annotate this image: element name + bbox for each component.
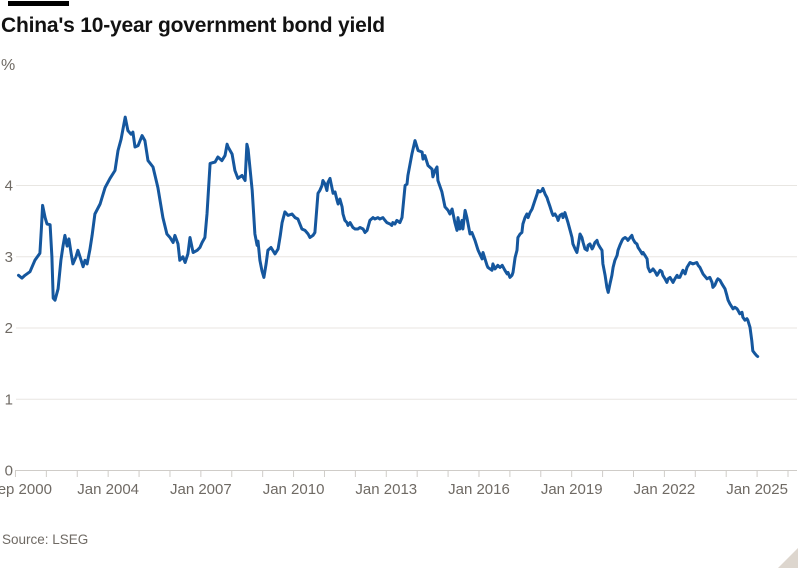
source-caption: Source: LSEG (2, 532, 89, 547)
x-tick-label: Jan 2022 (634, 481, 696, 498)
x-tick-label: Jan 2016 (448, 481, 510, 498)
y-axis-unit-label: % (1, 57, 16, 74)
x-tick-label: Sep 2000 (0, 481, 52, 498)
resize-grip-icon[interactable] (778, 548, 798, 568)
y-tick-label: 1 (5, 391, 13, 408)
title-accent-bar (8, 1, 69, 6)
y-tick-label: 3 (5, 249, 13, 266)
y-tick-label: 2 (5, 320, 13, 337)
y-tick-label: 4 (5, 178, 13, 195)
x-tick-label: Jan 2004 (77, 481, 139, 498)
x-tick-label: Jan 2013 (355, 481, 417, 498)
bond-yield-line (17, 115, 760, 358)
y-tick-label: 0 (5, 463, 13, 480)
x-tick-label: Jan 2007 (170, 481, 232, 498)
x-tick-label: Jan 2010 (263, 481, 325, 498)
chart-title: China's 10-year government bond yield (1, 14, 385, 37)
x-tick-label: Jan 2025 (726, 481, 788, 498)
x-tick-label: Jan 2019 (541, 481, 603, 498)
